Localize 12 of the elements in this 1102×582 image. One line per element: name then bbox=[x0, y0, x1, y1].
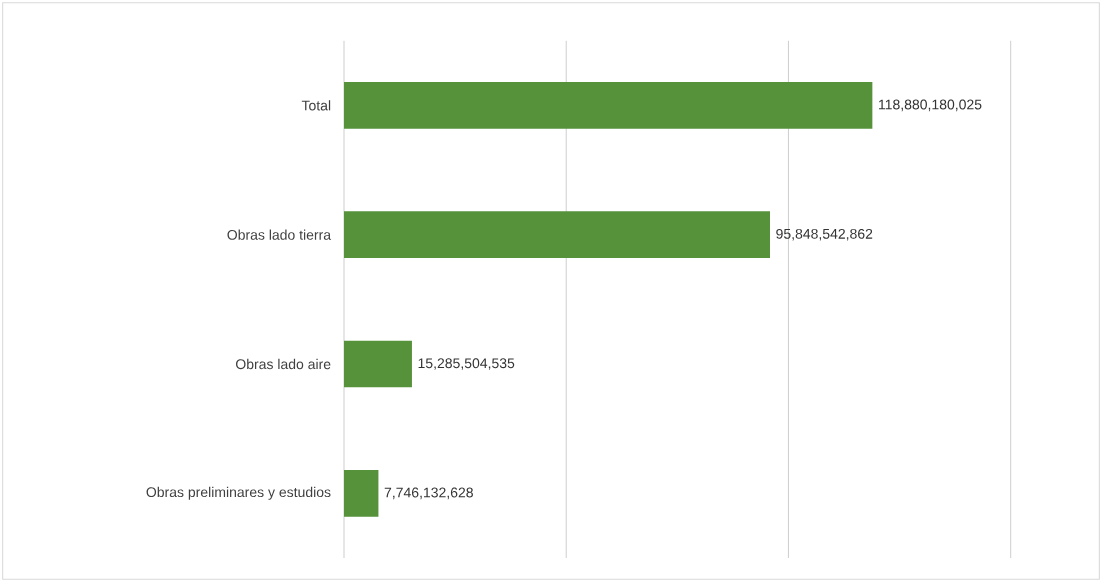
data-label: 7,746,132,628 bbox=[384, 487, 473, 500]
bar bbox=[344, 211, 770, 259]
data-label: 95,848,542,862 bbox=[776, 228, 873, 241]
data-label: 118,880,180,025 bbox=[879, 99, 982, 112]
y-tick-label: Obras lado tierra bbox=[227, 229, 332, 240]
y-tick-label: Obras preliminares y estudios bbox=[146, 486, 331, 500]
bar bbox=[344, 340, 412, 388]
bar bbox=[344, 82, 873, 129]
y-tick-label: Total bbox=[301, 100, 331, 111]
data-label: 15,285,504,535 bbox=[418, 358, 515, 370]
y-tick-label: Obras lado aire bbox=[236, 358, 331, 370]
bar bbox=[344, 470, 379, 517]
